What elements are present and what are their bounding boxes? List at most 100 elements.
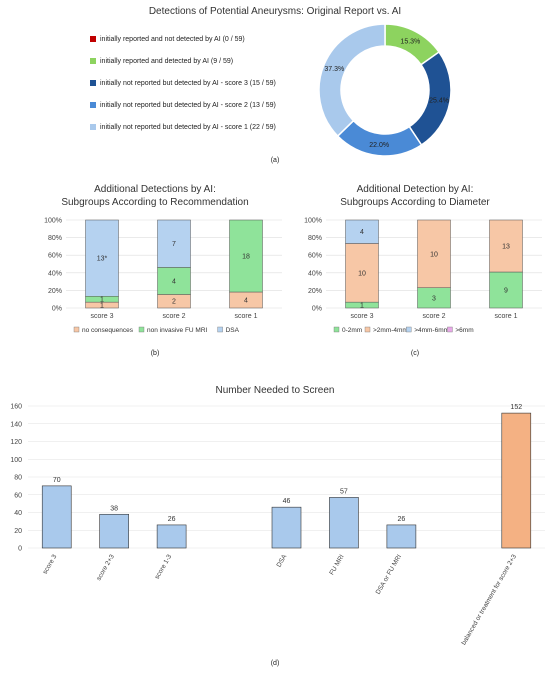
y-tick-label: 80 [14, 475, 22, 482]
y-tick-label: 40% [308, 270, 322, 277]
legend: 0-2mm >2mm-4mm >4mm-6mm >6mm [333, 326, 474, 334]
x-tick-label: score 1-3 [154, 553, 174, 580]
panel-label-c: (c) [410, 350, 420, 357]
bar-segment [157, 219, 191, 268]
y-tick-label: 0 [18, 546, 22, 553]
legend-label: no consequences [82, 327, 134, 334]
data-label: 4 [244, 298, 248, 305]
data-label: 38 [110, 505, 118, 512]
data-label: 13* [97, 256, 108, 263]
donut-slice [336, 119, 423, 157]
data-label: 1 [360, 303, 364, 310]
y-tick-label: 20% [48, 288, 62, 295]
data-label: 152 [510, 404, 522, 411]
chart-b-title: Additional Detections by AI: [94, 184, 216, 195]
data-label: 1 [100, 303, 104, 310]
data-label: 46 [283, 498, 291, 505]
legend-item: initially reported and detected by AI (9… [90, 58, 233, 65]
legend-label: initially not reported but detected by A… [100, 102, 276, 109]
legend-label: DSA [226, 327, 240, 334]
bar [386, 524, 417, 549]
chart-b-plot: 0% 20% 40% 60% 80% 100% 11 13* score 3 2 4 7 score 2… [44, 218, 282, 334]
y-tick-label: 120 [10, 439, 22, 446]
y-tick-label: 140 [10, 421, 22, 428]
panel-label-d: (d) [270, 660, 280, 667]
legend-label: non invasive FU MRI [147, 327, 208, 334]
y-tick-label: 100% [44, 218, 62, 225]
legend: no consequences non invasive FU MRI DSA [73, 326, 240, 334]
chart-d-plot: 0 20 40 60 80 100 120 140 160 70 score 3 38 score 2+… [10, 404, 545, 646]
x-tick-label: DSA [275, 553, 288, 569]
slice-label: 22.0% [369, 142, 389, 149]
legend-item: initially not reported but detected by A… [90, 102, 276, 109]
donut-slice [318, 23, 386, 138]
y-tick-label: 80% [48, 235, 62, 242]
y-tick-label: 60% [48, 253, 62, 260]
y-tick-label: 40 [14, 510, 22, 517]
y-tick-label: 0% [52, 306, 62, 313]
x-tick-label: score 2 [423, 313, 446, 320]
legend-swatch [447, 326, 453, 333]
chart-d-title: Number Needed to Screen [215, 385, 335, 396]
legend-label: >6mm [455, 327, 473, 334]
data-label: 70 [53, 477, 61, 484]
bar-segment [489, 271, 523, 309]
data-label: 1 [100, 297, 104, 304]
y-tick-label: 80% [308, 235, 322, 242]
legend-label: 0-2mm [342, 327, 362, 334]
data-label: 18 [242, 254, 250, 261]
data-label: 10 [430, 251, 438, 258]
legend-label: initially reported and not detected by A… [100, 36, 245, 43]
bar-segment [345, 243, 379, 303]
chart-c-plot: 0% 20% 40% 60% 80% 100% 1 10 4 score 3 3 10 score 2 9… [304, 218, 542, 334]
y-tick-label: 100 [10, 457, 22, 464]
y-tick-label: 20 [14, 528, 22, 535]
data-label: 10 [358, 270, 366, 277]
legend-swatch [90, 124, 96, 131]
legend-swatch [90, 36, 96, 43]
bar [271, 506, 302, 549]
bar [329, 497, 359, 549]
legend-label: >2mm-4mm [373, 327, 408, 334]
chart-c-title: Additional Detection by AI: [356, 184, 474, 195]
data-label: 9 [504, 288, 508, 295]
slice-label: 15.3% [400, 39, 420, 46]
x-tick-label: score 3 [42, 553, 59, 575]
data-label: 4 [360, 229, 364, 236]
legend-swatch [73, 326, 80, 333]
chart-a-title: Detections of Potential Aneurysms: Origi… [148, 6, 402, 17]
data-label: 7 [172, 241, 176, 248]
x-tick-label: score 3 [91, 313, 114, 320]
legend-item: initially not reported but detected by A… [90, 124, 276, 131]
bar [156, 524, 187, 549]
legend-label: initially not reported but detected by A… [100, 80, 276, 87]
bar-segment [229, 219, 263, 293]
legend-swatch [138, 326, 145, 333]
bar [501, 412, 532, 549]
legend-swatch [90, 80, 96, 87]
chart-b-subtitle: Subgroups According to Recommendation [61, 197, 249, 208]
x-tick-label: score 1 [495, 313, 518, 320]
y-tick-label: 60% [308, 253, 322, 260]
y-tick-label: 100% [304, 218, 322, 225]
x-tick-label: FU MRI [328, 553, 345, 576]
y-tick-label: 60 [14, 492, 22, 499]
x-tick-label: score 1 [235, 313, 258, 320]
y-tick-label: 0% [312, 306, 322, 313]
legend-item: initially not reported but detected by A… [90, 80, 276, 87]
bar-segment [85, 219, 119, 297]
slice-label: 37.3% [324, 66, 344, 73]
panel-label-b: (b) [150, 350, 160, 357]
bar-segment [489, 219, 523, 273]
legend-label: >4mm-6mm [414, 327, 449, 334]
x-tick-label: balanced or treatment for score 2+3 [460, 553, 518, 646]
slice-label: 25.4% [429, 98, 449, 105]
x-tick-label: score 3 [351, 313, 374, 320]
data-label: 3 [432, 295, 436, 302]
legend-label: initially not reported but detected by A… [100, 124, 276, 131]
x-tick-label: score 2+3 [95, 553, 116, 582]
bar-segment [345, 219, 379, 244]
legend-swatch [333, 326, 340, 333]
chart-c-subtitle: Subgroups According to Diameter [340, 197, 490, 208]
bar [99, 513, 129, 549]
